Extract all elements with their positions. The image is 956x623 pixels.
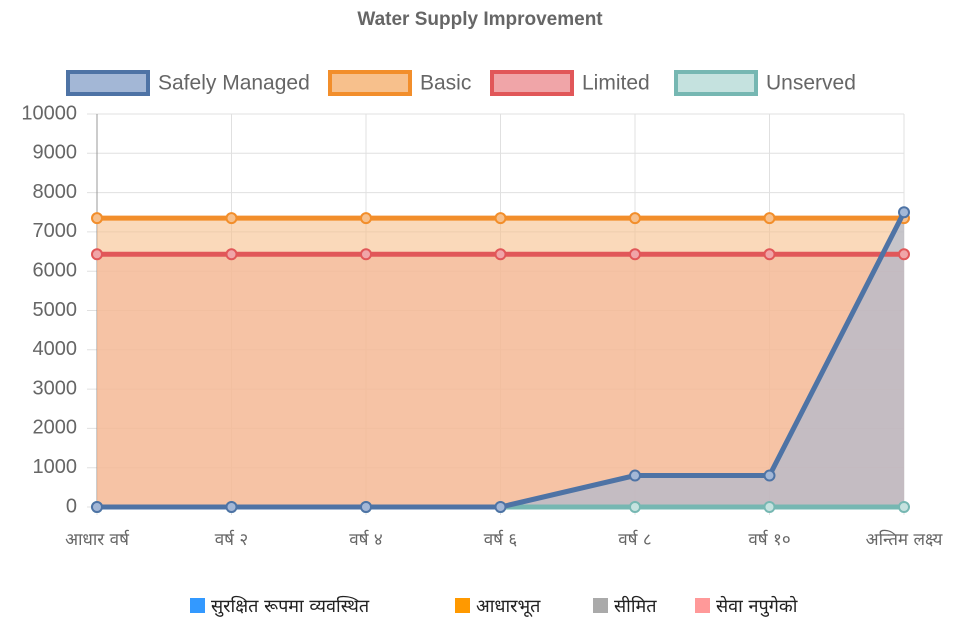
y-tick-label: 4000 [33, 338, 78, 360]
point [898, 248, 910, 261]
point [629, 501, 641, 513]
point [763, 501, 776, 513]
point [91, 501, 103, 513]
y-tick-label: 2000 [33, 417, 78, 439]
point [629, 212, 641, 225]
point [494, 501, 507, 513]
footer-legend-swatch [695, 598, 710, 613]
y-tick-label: 3000 [33, 377, 78, 399]
y-tick-label: 9000 [33, 142, 78, 164]
point [360, 212, 372, 225]
legend-label: Limited [582, 72, 650, 95]
legend-label: Unserved [766, 72, 856, 95]
point [629, 469, 641, 482]
point [494, 212, 507, 225]
point [225, 212, 238, 225]
chart-title: Water Supply Improvement [357, 9, 603, 30]
x-tick-label: अन्तिम लक्ष्य [866, 529, 944, 550]
point [763, 248, 776, 261]
legend-swatch [328, 70, 412, 96]
footer-legend-label: सेवा नपुगेको [716, 595, 798, 617]
point [91, 248, 103, 261]
x-tick-label: आधार वर्ष [65, 529, 130, 550]
y-tick-label: 10000 [21, 102, 77, 124]
legend-swatch [674, 70, 758, 96]
x-tick-label: वर्ष ८ [618, 529, 652, 550]
legend-swatch [490, 70, 574, 96]
footer-legend-label: सुरक्षित रूपमा व्यवस्थित [211, 595, 370, 617]
point [360, 501, 372, 513]
footer-legend-swatch [455, 598, 470, 613]
legend-label: Basic [420, 72, 471, 95]
y-tick-label: 1000 [33, 456, 78, 478]
y-tick-label: 7000 [33, 220, 78, 242]
point [763, 212, 776, 225]
point [225, 248, 238, 261]
y-tick-label: 6000 [33, 259, 78, 281]
footer-legend-swatch [593, 598, 608, 613]
point [91, 212, 103, 225]
point [898, 206, 910, 219]
y-tick-label: 0 [66, 495, 77, 517]
legend-label: Safely Managed [158, 72, 310, 95]
footer-legend-swatch [190, 598, 205, 613]
x-tick-label: वर्ष ६ [484, 529, 518, 550]
point [629, 248, 641, 261]
footer-legend-label: आधारभूत [476, 596, 541, 617]
x-tick-label: वर्ष २ [215, 529, 249, 550]
y-tick-label: 5000 [33, 299, 78, 321]
area [97, 218, 904, 507]
point [898, 501, 910, 513]
area [97, 212, 904, 507]
legend-swatch [66, 70, 150, 96]
footer-legend-label: सीमित [614, 595, 657, 617]
x-tick-label: वर्ष १० [748, 529, 790, 550]
x-tick-label: वर्ष ४ [349, 529, 383, 550]
point [494, 248, 507, 261]
point [763, 469, 776, 482]
point [225, 501, 238, 513]
y-tick-label: 8000 [33, 181, 78, 203]
point [360, 248, 372, 261]
